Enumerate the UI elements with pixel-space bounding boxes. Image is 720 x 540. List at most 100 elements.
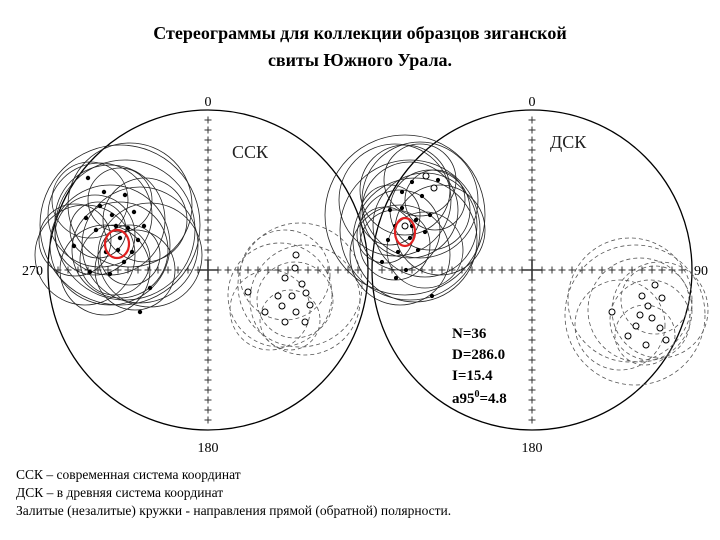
direction-point bbox=[288, 292, 296, 300]
direction-point bbox=[302, 289, 310, 297]
direction-point bbox=[642, 341, 650, 349]
direction-point bbox=[415, 247, 421, 253]
direction-point bbox=[131, 209, 137, 215]
ssk-reverse-polarity-points bbox=[244, 251, 314, 326]
dsk-solid-great-circles bbox=[324, 134, 486, 306]
ssk-mean-direction-marker bbox=[103, 228, 131, 260]
title-line-1: Стереограммы для коллекции образцов зига… bbox=[153, 23, 567, 43]
direction-point bbox=[278, 302, 286, 310]
direction-point bbox=[422, 229, 428, 235]
direction-point bbox=[281, 274, 289, 282]
direction-point bbox=[291, 264, 299, 272]
stat-declination: D=286.0 bbox=[452, 347, 505, 363]
direction-point bbox=[648, 314, 656, 322]
confidence-circle bbox=[54, 159, 196, 301]
confidence-circle bbox=[71, 201, 169, 299]
slide-title: Стереограммы для коллекции образцов зига… bbox=[0, 20, 720, 74]
stat-a95: a950=4.8 bbox=[452, 389, 507, 407]
stat-n: N=36 bbox=[452, 326, 487, 342]
dsk-mean-direction-marker bbox=[393, 216, 417, 248]
direction-point bbox=[385, 237, 391, 243]
confidence-circle bbox=[39, 144, 201, 306]
confidence-circle bbox=[339, 159, 481, 301]
direction-point bbox=[430, 184, 438, 192]
confidence-circle bbox=[587, 257, 693, 363]
direction-point bbox=[662, 336, 670, 344]
confidence-circle bbox=[349, 204, 451, 306]
direction-point bbox=[651, 281, 659, 289]
confidence-circle bbox=[361, 141, 479, 259]
confidence-circle bbox=[361, 161, 459, 259]
ssk-west-label: 270 bbox=[22, 264, 43, 279]
confidence-circle bbox=[620, 265, 690, 335]
dsk-south-label: 180 bbox=[522, 441, 543, 456]
direction-point bbox=[632, 322, 640, 330]
direction-point bbox=[636, 311, 644, 319]
direction-point bbox=[292, 251, 300, 259]
confidence-circle bbox=[356, 206, 414, 264]
direction-point bbox=[435, 177, 441, 183]
confidence-circle bbox=[237, 222, 363, 348]
direction-point bbox=[393, 275, 399, 281]
direction-point bbox=[413, 217, 419, 223]
ssk-normal-polarity-points bbox=[71, 175, 153, 315]
legend-line-dsk: ДСК – в древняя система координат bbox=[16, 485, 224, 500]
confidence-circle bbox=[47, 162, 153, 268]
title-line-2: свиты Южного Урала. bbox=[267, 50, 453, 70]
direction-point bbox=[419, 193, 425, 199]
direction-point bbox=[427, 212, 433, 218]
direction-point bbox=[306, 301, 314, 309]
confidence-circle bbox=[87, 167, 153, 233]
dsk-primitive-circle bbox=[371, 109, 693, 431]
direction-point bbox=[638, 292, 646, 300]
dsk-axis-ticks bbox=[378, 116, 686, 424]
direction-point bbox=[409, 179, 415, 185]
mean-statistics: N=36 D=286.0 I=15.4 a950=4.8 bbox=[452, 326, 507, 407]
direction-point bbox=[71, 243, 77, 249]
legend: ССК – современная система координат ДСК … bbox=[16, 466, 451, 520]
direction-point bbox=[399, 205, 405, 211]
stat-inclination: I=15.4 bbox=[452, 368, 493, 384]
confidence-circle bbox=[99, 224, 161, 286]
confidence-circle bbox=[359, 189, 441, 271]
confidence-circle bbox=[81, 186, 199, 304]
dsk-north-label: 0 bbox=[529, 95, 536, 110]
ssk-north-label: 0 bbox=[205, 95, 212, 110]
direction-point bbox=[399, 189, 405, 195]
confidence-circle bbox=[49, 184, 171, 306]
ssk-primitive-circle bbox=[47, 109, 369, 431]
direction-point bbox=[422, 172, 430, 180]
ssk-south-label: 180 bbox=[198, 441, 219, 456]
confidence-circle bbox=[259, 289, 321, 351]
direction-point bbox=[401, 222, 409, 230]
confidence-circle bbox=[38, 203, 112, 277]
confidence-circle bbox=[229, 269, 311, 351]
direction-point bbox=[608, 308, 616, 316]
direction-point bbox=[244, 288, 252, 296]
confidence-circle bbox=[59, 224, 151, 316]
confidence-circle bbox=[249, 244, 361, 356]
direction-point bbox=[83, 215, 89, 221]
direction-point bbox=[113, 223, 119, 229]
direction-point bbox=[125, 225, 131, 231]
legend-line-ssk: ССК – современная система координат bbox=[16, 467, 241, 482]
confidence-circle bbox=[102, 177, 188, 263]
direction-point bbox=[115, 247, 121, 253]
dsk-reverse-polarity-points bbox=[401, 172, 670, 349]
direction-point bbox=[429, 293, 435, 299]
direction-point bbox=[109, 212, 115, 218]
direction-point bbox=[97, 203, 103, 209]
direction-point bbox=[117, 235, 123, 241]
confidence-circle bbox=[324, 134, 486, 296]
stereonet-dsk: ДСК 0 180 90 N=36 D=286.0 I=15.4 a950=4.… bbox=[324, 95, 709, 456]
dsk-east-label: 90 bbox=[694, 264, 708, 279]
confidence-circle bbox=[359, 209, 431, 281]
direction-point bbox=[129, 249, 135, 255]
confidence-circle bbox=[564, 244, 706, 386]
direction-point bbox=[387, 207, 393, 213]
direction-point bbox=[93, 227, 99, 233]
confidence-circle bbox=[352, 177, 478, 303]
direction-point bbox=[403, 267, 409, 273]
ssk-axis-ticks bbox=[54, 116, 362, 424]
